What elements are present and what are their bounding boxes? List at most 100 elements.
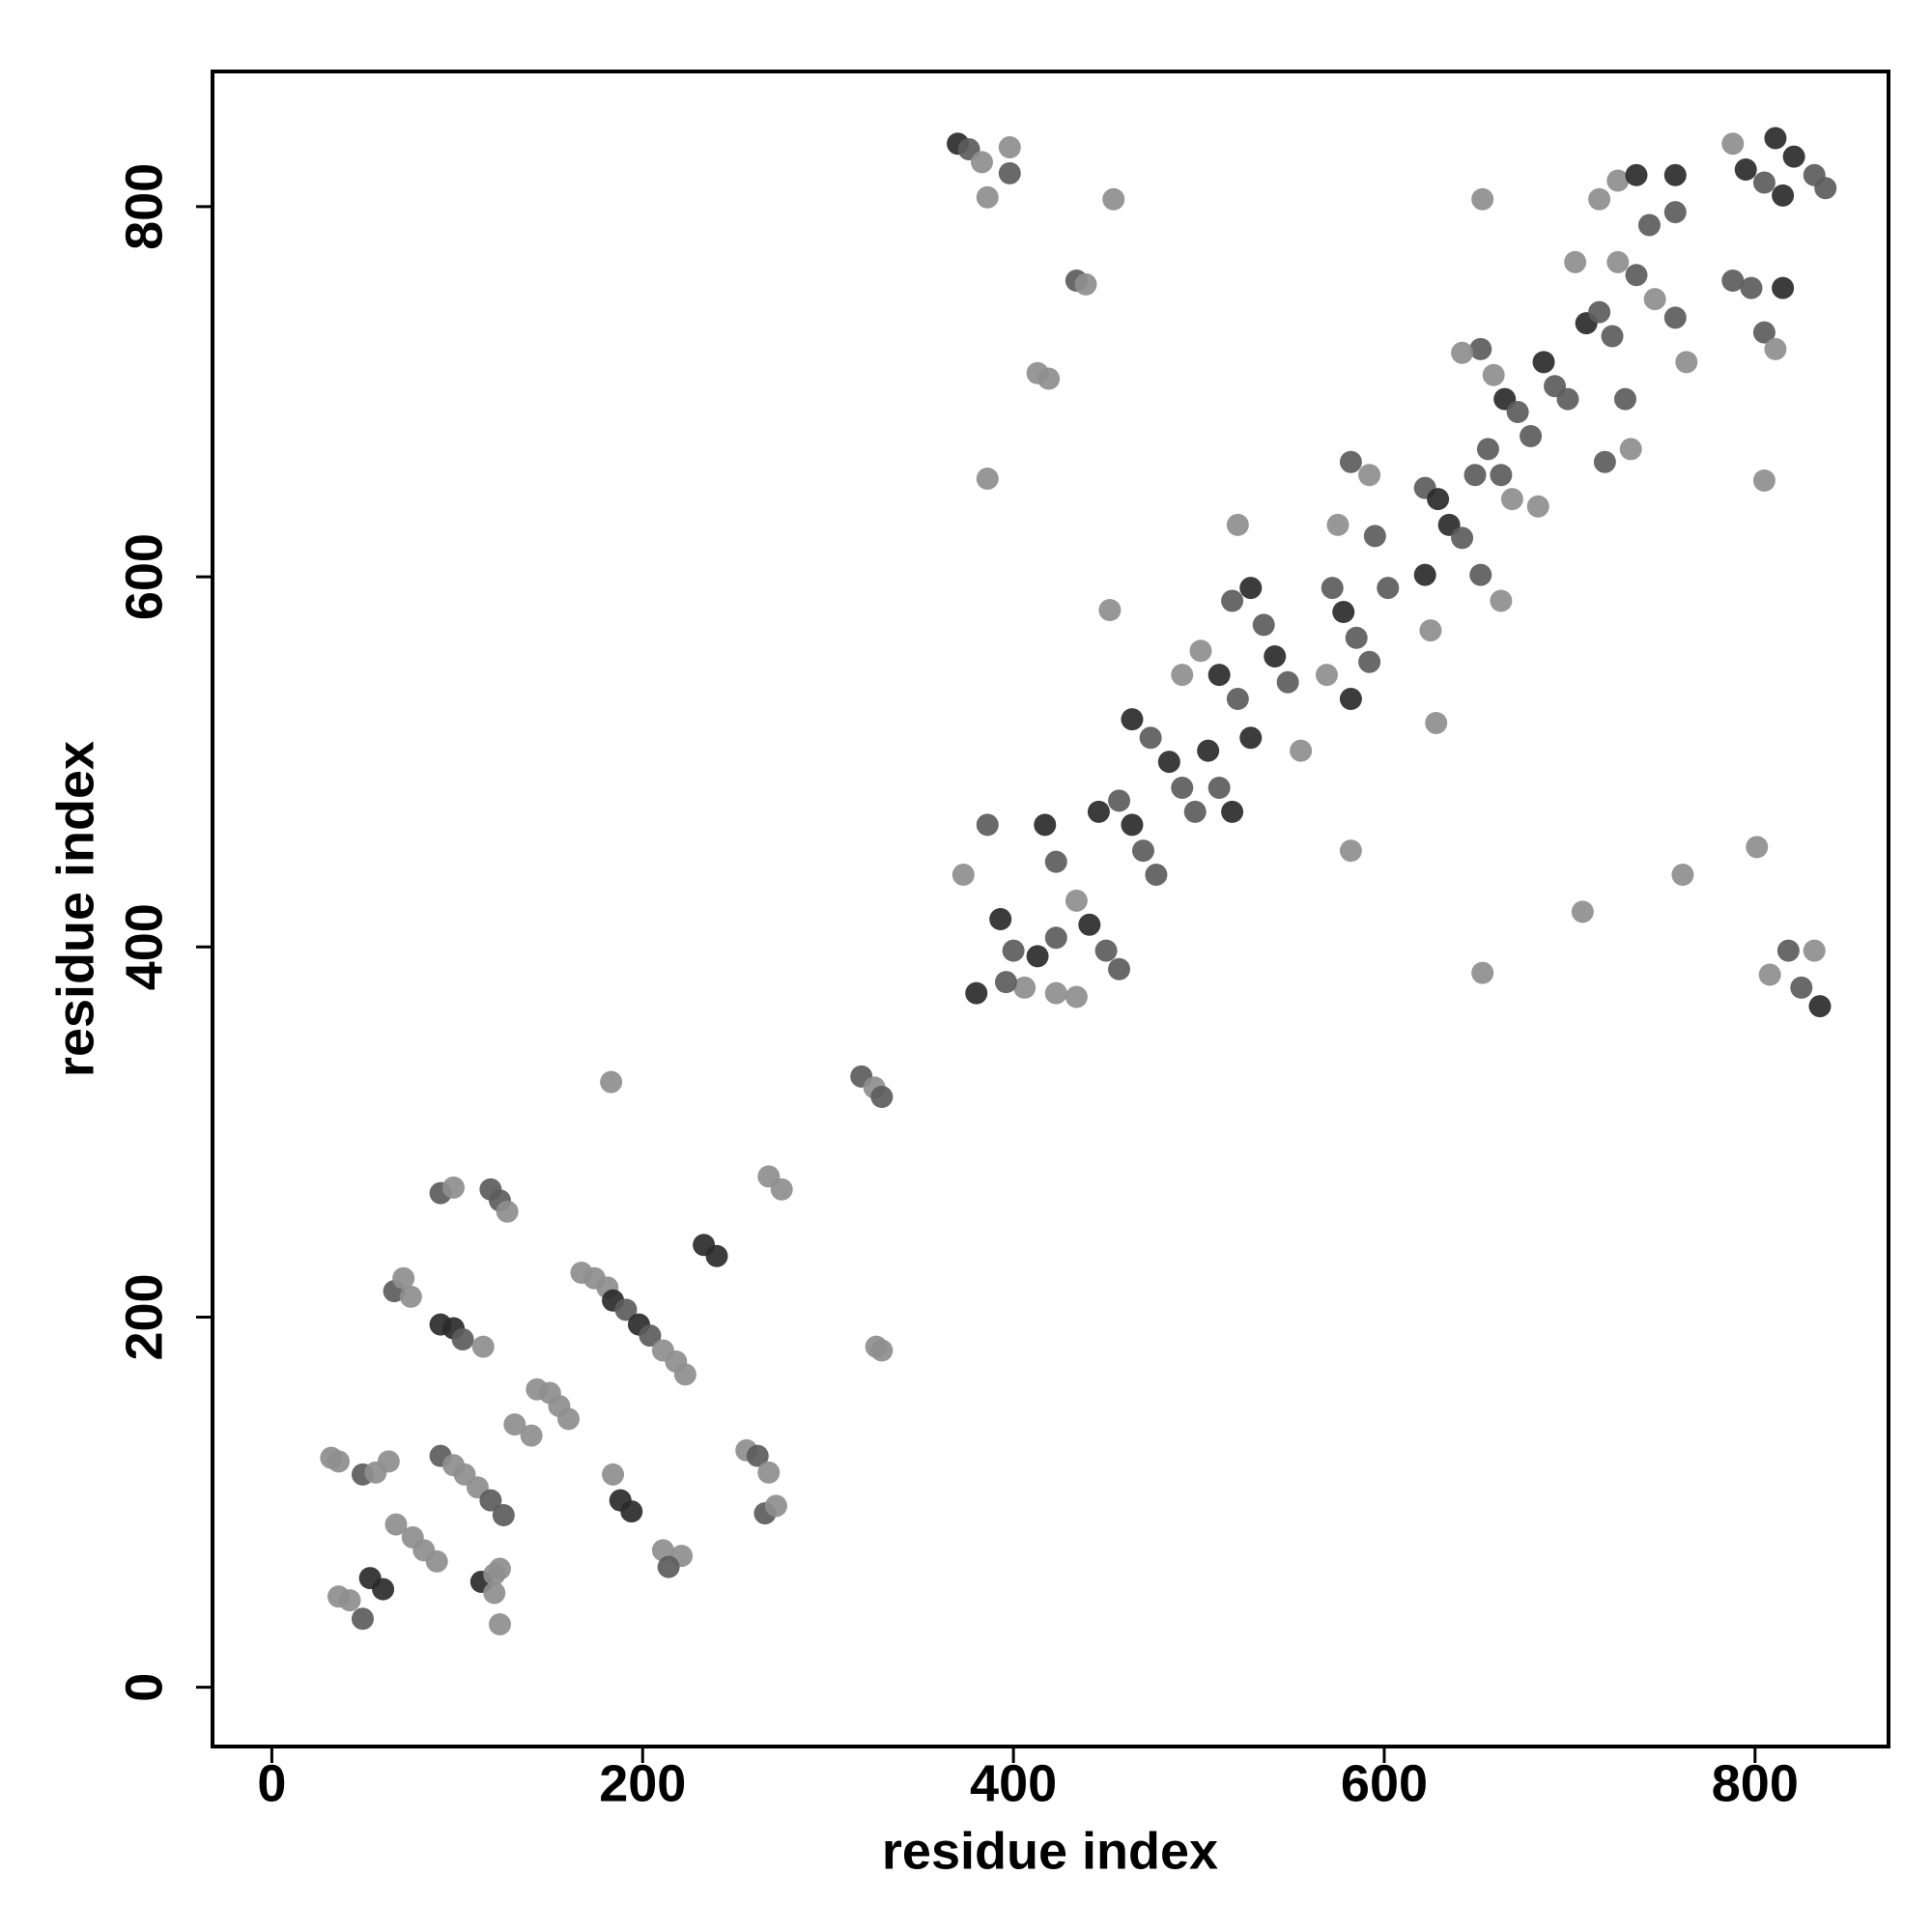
point — [1772, 184, 1795, 207]
point — [1326, 513, 1350, 536]
point — [1721, 132, 1745, 156]
point — [705, 1244, 728, 1267]
point — [1221, 800, 1244, 823]
point — [496, 1200, 519, 1223]
point — [870, 1339, 894, 1362]
point — [952, 864, 975, 887]
point — [746, 1444, 769, 1467]
x-tick-label: 400 — [970, 1754, 1057, 1812]
point — [488, 1613, 511, 1636]
point — [1065, 889, 1088, 912]
point — [1588, 187, 1611, 211]
point — [1034, 813, 1057, 837]
point — [1721, 270, 1745, 293]
point — [1772, 276, 1795, 299]
point — [1094, 939, 1118, 962]
point — [1671, 864, 1694, 887]
point — [1476, 438, 1499, 461]
point — [1746, 836, 1769, 859]
point — [976, 813, 999, 837]
point — [602, 1463, 625, 1486]
point — [1606, 169, 1630, 192]
point — [1183, 800, 1207, 823]
point — [1226, 688, 1249, 711]
x-tick-label: 200 — [599, 1754, 686, 1812]
point — [1363, 525, 1386, 548]
point — [1500, 488, 1523, 511]
point — [1663, 306, 1687, 329]
point — [1044, 850, 1067, 873]
point — [1413, 563, 1436, 586]
point — [1593, 450, 1616, 473]
point — [1776, 939, 1800, 962]
point — [556, 1407, 580, 1431]
point — [1108, 789, 1131, 812]
point — [1044, 981, 1067, 1005]
point — [1619, 438, 1642, 461]
point — [976, 185, 999, 209]
point — [1419, 619, 1442, 642]
point — [1490, 589, 1513, 612]
point — [1208, 664, 1231, 687]
y-axis-title: residue index — [46, 741, 104, 1077]
point — [1740, 276, 1763, 299]
point — [1425, 711, 1448, 734]
point — [1490, 464, 1513, 487]
point — [392, 1266, 415, 1290]
point — [471, 1335, 495, 1358]
point — [1290, 739, 1313, 762]
point — [1377, 577, 1400, 600]
point — [1321, 577, 1344, 600]
point — [1506, 401, 1529, 424]
y-tick-label: 0 — [115, 1673, 173, 1702]
point — [1758, 963, 1781, 986]
point — [1752, 469, 1776, 492]
point — [1571, 900, 1594, 923]
point — [1471, 961, 1494, 984]
point — [1339, 688, 1362, 711]
point — [1171, 664, 1194, 687]
point — [1171, 777, 1194, 800]
point — [479, 1489, 502, 1512]
point — [1469, 337, 1492, 360]
x-tick-label: 800 — [1712, 1754, 1799, 1812]
point — [1482, 363, 1505, 386]
point — [657, 1555, 680, 1578]
point — [1613, 387, 1636, 411]
y-tick-label: 600 — [115, 533, 173, 620]
point — [1469, 563, 1492, 586]
point — [1764, 337, 1787, 360]
plot-frame — [211, 70, 1890, 1748]
point — [1145, 864, 1168, 887]
point — [372, 1577, 395, 1601]
point — [620, 1500, 643, 1523]
point — [1463, 464, 1487, 487]
point — [1026, 945, 1049, 968]
point — [998, 136, 1021, 159]
point — [1087, 800, 1110, 823]
point — [1782, 145, 1805, 168]
point — [1606, 250, 1630, 273]
point — [1345, 626, 1368, 649]
point — [1252, 613, 1275, 637]
point — [377, 1450, 400, 1473]
point — [994, 971, 1017, 994]
point — [976, 468, 999, 491]
point — [970, 151, 993, 174]
point — [1131, 839, 1154, 863]
point — [1157, 751, 1180, 774]
point — [1637, 213, 1661, 237]
point — [1226, 513, 1249, 536]
y-tick-label: 200 — [115, 1273, 173, 1360]
point — [1663, 163, 1687, 186]
y-tick-label: 800 — [115, 163, 173, 250]
point — [1276, 670, 1299, 694]
point — [1588, 300, 1611, 324]
point — [451, 1327, 474, 1350]
point — [1044, 926, 1067, 950]
point — [1221, 589, 1244, 612]
point — [1601, 325, 1624, 348]
point — [1451, 526, 1474, 550]
point — [1663, 201, 1687, 224]
point — [442, 1176, 466, 1199]
